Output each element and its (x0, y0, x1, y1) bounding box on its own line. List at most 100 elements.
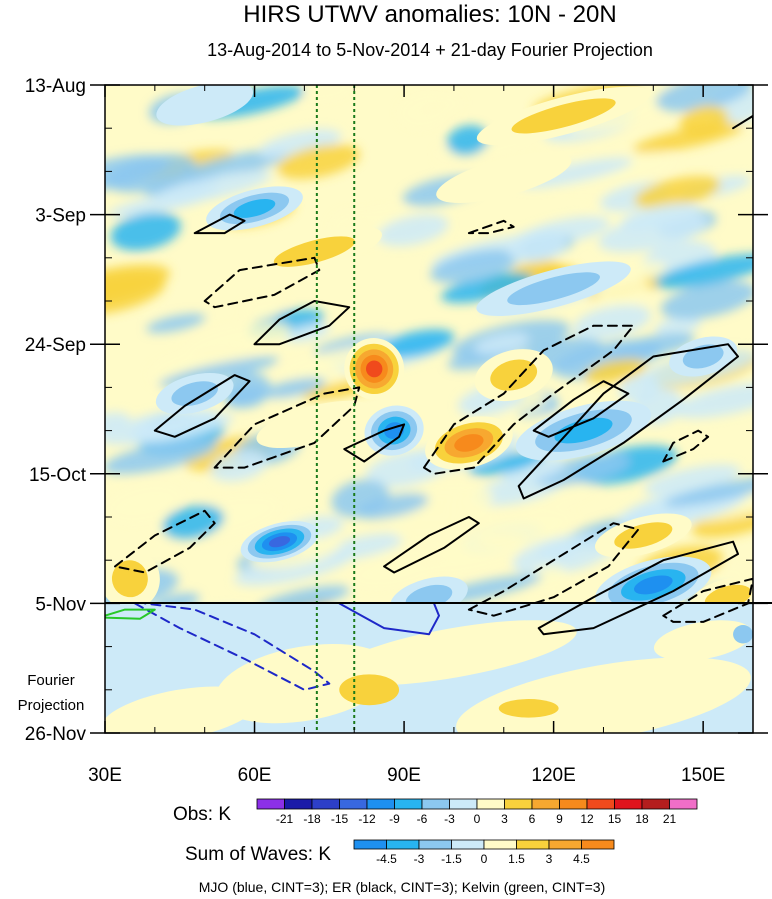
obs-colorbar-level-label: 18 (635, 812, 649, 826)
projection-band (105, 686, 259, 733)
texture-cell (262, 377, 326, 399)
anomaly-blob (240, 521, 319, 563)
texture-cell (573, 304, 651, 340)
er-contour (517, 343, 739, 500)
anomaly-blob-ring (111, 560, 148, 598)
obs-colorbar: -21 -18 -15 -12 -9 -6 -3 0 3 6 9 12 15 18 21 (256, 798, 698, 826)
y-tick-label: 15-Oct (29, 465, 87, 486)
projection-label-line2: Projection (18, 697, 85, 714)
anomaly-blob-ring (256, 400, 373, 449)
texture-cell (654, 315, 701, 336)
texture-cell (234, 550, 351, 586)
x-tick-label: 90E (387, 765, 421, 786)
texture-cell (634, 176, 721, 209)
waves-colorbar-level-label: 4.5 (573, 852, 590, 866)
texture-cell (644, 464, 741, 496)
projection-band (331, 620, 577, 686)
obs-colorbar-level-label: -9 (389, 812, 400, 826)
obs-colorbar-level-label: -6 (417, 812, 428, 826)
er-contour (193, 213, 246, 235)
anomaly-blob (155, 372, 234, 415)
anomaly-blob-ring (233, 198, 276, 218)
obs-colorbar-level-label: -21 (276, 812, 294, 826)
texture-cell (162, 505, 225, 540)
y-tick-label: 24-Sep (25, 335, 86, 356)
obs-colorbar-swatch (669, 798, 698, 810)
anomaly-blob (206, 186, 303, 231)
texture-cell (105, 439, 217, 474)
y-tick-label: 26-Nov (25, 724, 87, 745)
projection-band (339, 674, 400, 706)
er-contour (423, 324, 635, 475)
obs-legend: Obs: K -21 -18 -15 -12 -9 -6 -3 0 3 6 9 12 15 18 21 (173, 798, 698, 826)
projection-band (456, 657, 751, 733)
texture-cell (241, 296, 286, 321)
anomaly-blob (105, 547, 160, 610)
texture-cell (153, 170, 272, 204)
waves-colorbar-swatch (581, 839, 615, 850)
anomaly-blob-ring (436, 152, 572, 204)
texture-cell (379, 329, 455, 359)
texture-cell (527, 565, 568, 592)
anomaly-blob-ring (268, 536, 291, 548)
texture-cell (673, 382, 753, 419)
anomaly-blob (425, 416, 513, 470)
projection-label-line1: Fourier (27, 672, 75, 689)
obs-colorbar-level-label: 6 (529, 812, 536, 826)
obs-colorbar-swatch (256, 798, 285, 810)
caption: MJO (blue, CINT=3); ER (black, CINT=3); … (199, 879, 606, 895)
projection-band (733, 625, 753, 644)
texture-cell (258, 129, 341, 160)
x-tick-label: 30E (88, 765, 122, 786)
texture-cell (356, 493, 429, 520)
texture-cell (584, 358, 647, 384)
y-axis-labels: 13-Aug 3-Sep 24-Sep 15-Oct 5-Nov 26-Nov (25, 76, 87, 745)
obs-colorbar-level-label: -12 (358, 812, 376, 826)
texture-cell (105, 153, 196, 193)
anomaly-blob-ring (511, 98, 616, 134)
er-contour (153, 374, 251, 438)
waves-legend: Sum of Waves: K -4.5 -3 -1.5 0 1.5 3 4.5 (185, 839, 615, 866)
x-tick-label: 60E (238, 765, 272, 786)
wave-contours (105, 114, 753, 691)
anomaly-blob (256, 400, 373, 449)
texture-cell (660, 281, 753, 320)
texture-cell (620, 202, 700, 230)
texture-cell (679, 105, 729, 136)
er-contour (383, 516, 480, 574)
waves-legend-title: Sum of Waves: K (185, 844, 331, 865)
texture-cell (598, 211, 709, 253)
waves-colorbar-swatch (548, 839, 582, 850)
anomaly-blob-ring (365, 360, 383, 378)
obs-colorbar-level-label: 12 (580, 812, 594, 826)
chart-title: HIRS UTWV anomalies: 10N - 20N (243, 1, 616, 28)
er-contour (203, 256, 321, 309)
y-tick-label: 5-Nov (35, 594, 86, 615)
obs-colorbar-swatch (476, 798, 505, 810)
er-contour (732, 114, 753, 130)
mjo-contour (133, 602, 331, 691)
obs-colorbar-level-label: -3 (444, 812, 455, 826)
anomaly-blob-ring (490, 359, 538, 391)
x-tick-label: 150E (681, 765, 725, 786)
obs-colorbar-swatch (366, 798, 395, 810)
anomaly-blob-ring (454, 434, 484, 452)
waves-colorbar-swatch (353, 839, 387, 850)
anomaly-blob-ring (273, 236, 355, 267)
er-contour (467, 219, 515, 235)
texture-cell (664, 475, 753, 507)
anomaly-blob (344, 338, 405, 400)
obs-colorbar-swatch (311, 798, 340, 810)
texture-cell (420, 533, 525, 574)
texture-cell (276, 144, 360, 180)
anomaly-blob (595, 556, 712, 614)
obs-colorbar-swatch (559, 798, 588, 810)
waves-colorbar-level-label: -4.5 (376, 852, 397, 866)
texture-cell (377, 214, 449, 247)
obs-colorbar-level-label: -15 (331, 812, 349, 826)
obs-legend-title: Obs: K (173, 804, 231, 825)
projection-band (498, 699, 559, 718)
x-axis-labels: 30E 60E 90E 120E 150E (88, 765, 725, 786)
texture-cell (106, 484, 183, 523)
texture-cell (430, 249, 520, 284)
